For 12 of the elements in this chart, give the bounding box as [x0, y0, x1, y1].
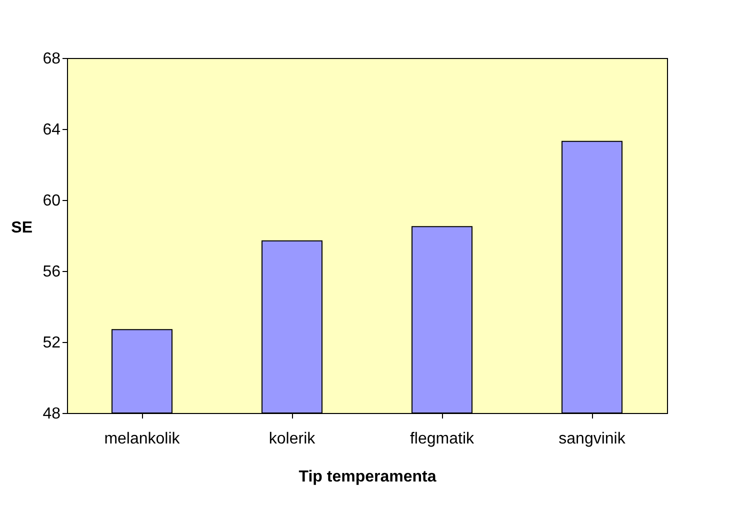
x-tick-label: melankolik — [104, 430, 181, 448]
x-tick-label: flegmatik — [410, 430, 476, 448]
y-tick-label: 48 — [42, 406, 61, 422]
x-tick-label: kolerik — [268, 430, 316, 448]
x-axis-title: Tip temperamenta — [298, 468, 436, 486]
y-tick-label: 56 — [42, 264, 61, 280]
y-tick-label: 60 — [42, 192, 61, 210]
y-tick-label: 64 — [42, 122, 61, 138]
x-tick-label: sangvinik — [558, 430, 626, 448]
y-tick-label: 68 — [42, 50, 61, 68]
y-tick-label: 52 — [42, 334, 61, 352]
y-axis-title: SE — [11, 220, 33, 236]
